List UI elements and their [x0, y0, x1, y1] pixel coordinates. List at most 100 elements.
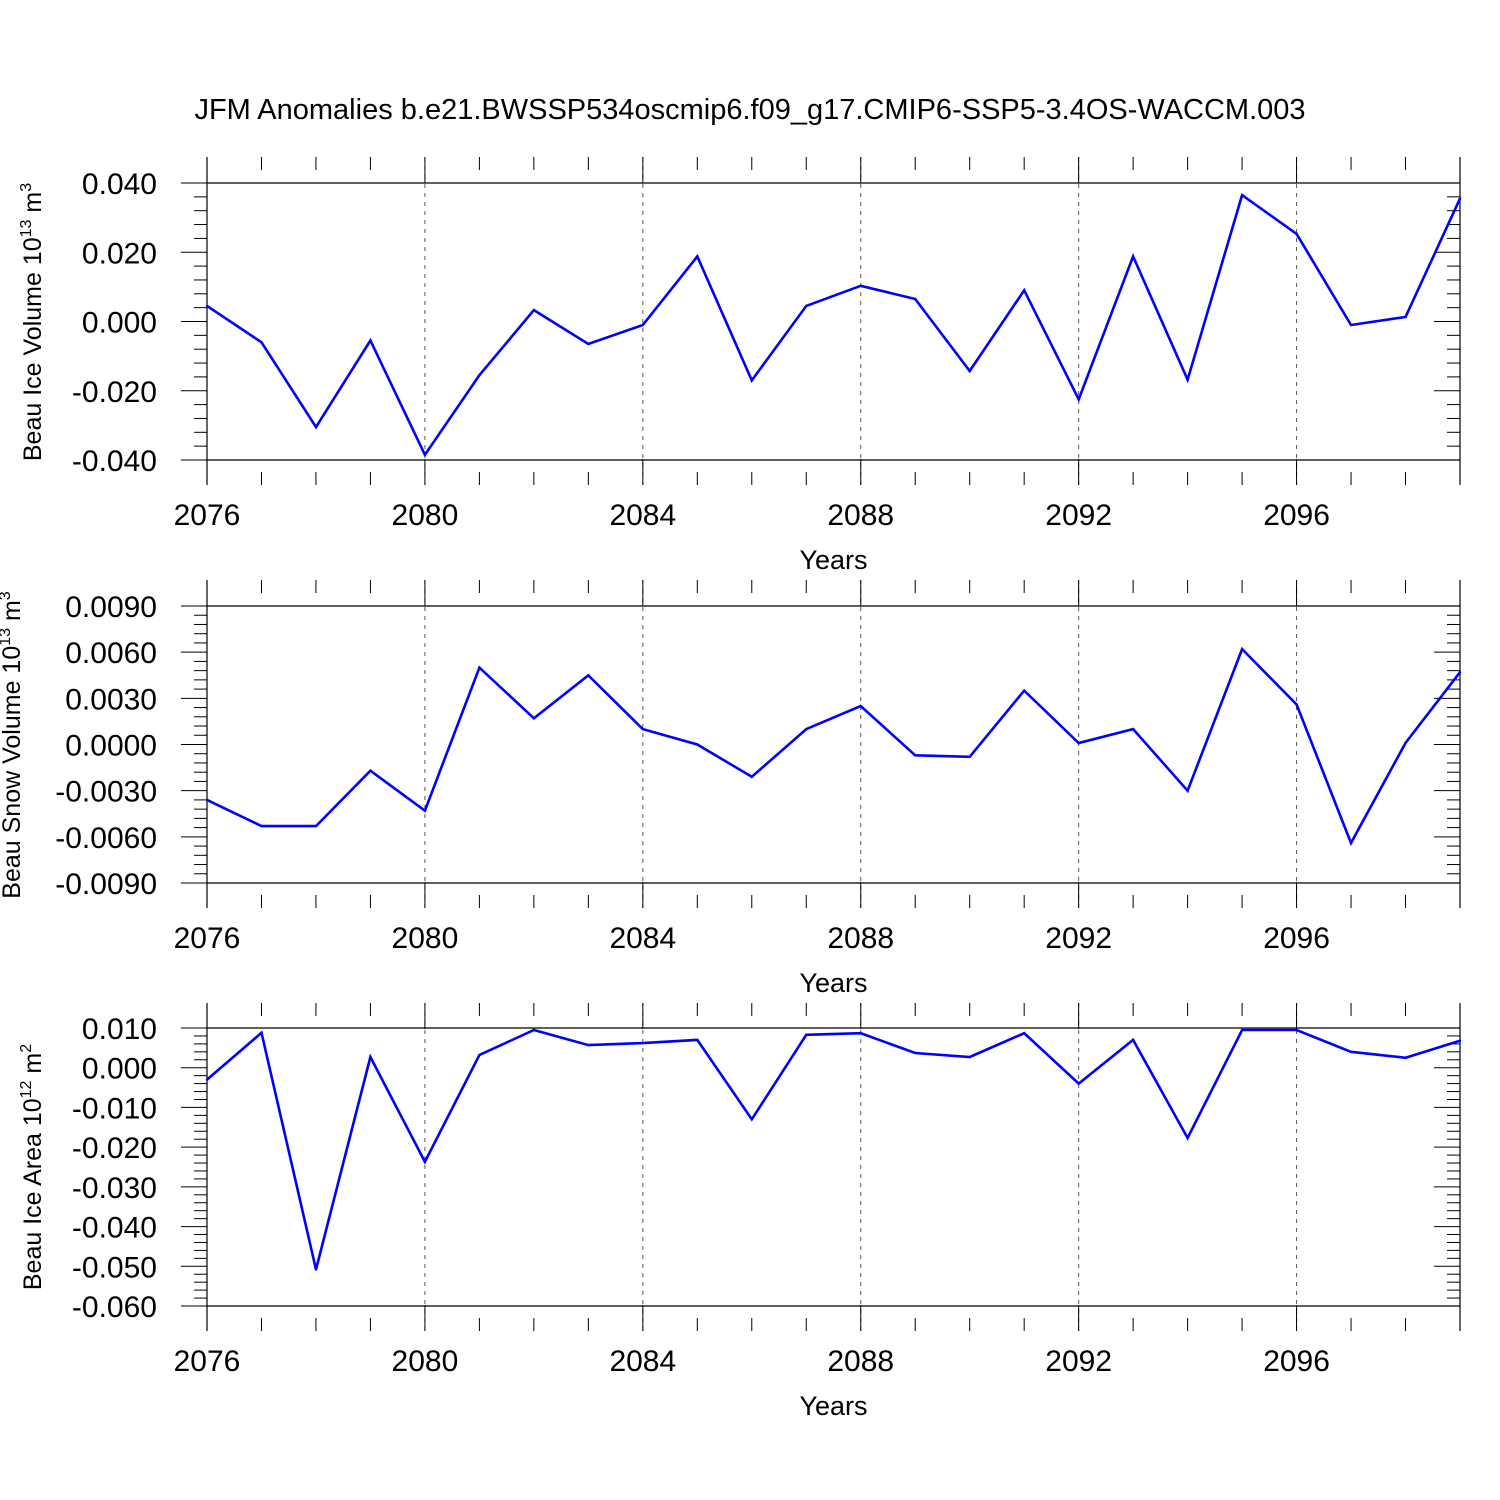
y-tick-label: -0.040 — [72, 1212, 157, 1245]
data-point — [805, 1033, 808, 1036]
data-point — [696, 1038, 699, 1042]
data-point — [1349, 841, 1353, 845]
x-tick-label: 2092 — [1045, 499, 1112, 532]
data-point — [260, 1031, 263, 1034]
y-tick-label: -0.020 — [72, 1132, 157, 1165]
x-tick-label: 2080 — [392, 922, 459, 955]
y-axis-label-exponent: 12 — [18, 1080, 35, 1098]
x-tick-label: 2092 — [1045, 1345, 1112, 1378]
y-axis-label-base: Beau Ice Area 10 — [19, 1098, 47, 1290]
data-point — [1458, 197, 1462, 200]
x-tick-label: 2096 — [1263, 922, 1330, 955]
y-tick-label: -0.030 — [72, 1172, 157, 1205]
data-point — [1077, 741, 1080, 745]
data-point — [314, 1268, 318, 1271]
data-point — [750, 775, 753, 779]
x-tick-label: 2088 — [827, 922, 894, 955]
data-point — [1240, 193, 1244, 197]
x-tick-label: 2088 — [827, 499, 894, 532]
data-point — [914, 1051, 917, 1055]
panel-beau-ice-area: -0.060 -0.050 -0.040 -0.030 -0.020 -0.010 0.00… — [18, 1003, 1462, 1421]
y-tick-label: 0.0030 — [65, 683, 157, 716]
data-point — [1186, 378, 1189, 381]
y-axis-label-unit: m — [0, 600, 26, 628]
data-point — [205, 798, 209, 802]
y-axis-label-base: Beau Ice Volume 10 — [19, 237, 47, 461]
data-point — [532, 308, 536, 312]
x-tick-label: 2096 — [1263, 1345, 1330, 1378]
y-tick-label: -0.060 — [72, 1291, 157, 1324]
y-tick-label: 0.010 — [82, 1013, 157, 1046]
data-point — [641, 323, 645, 327]
y-tick-label: -0.020 — [72, 376, 157, 409]
x-tick-label: 2088 — [827, 1345, 894, 1378]
data-point — [696, 255, 699, 258]
y-axis-label-unit-exponent: 3 — [18, 183, 35, 192]
data-point — [314, 425, 318, 429]
series-line — [206, 192, 1462, 458]
data-point — [532, 1028, 536, 1032]
x-tick-label: 2092 — [1045, 922, 1112, 955]
data-point — [1295, 232, 1298, 236]
data-point — [1240, 647, 1244, 651]
y-axis-label-unit-exponent: 3 — [0, 591, 14, 600]
data-point — [1295, 1028, 1298, 1032]
x-tick-label: 2080 — [392, 499, 459, 532]
data-point — [205, 1078, 209, 1081]
y-axis-label-unit: m — [19, 1053, 47, 1081]
y-axis-label-unit-exponent: 2 — [18, 1044, 35, 1053]
data-point — [1349, 1050, 1353, 1054]
data-point — [1077, 398, 1080, 401]
data-point — [1186, 789, 1189, 792]
x-tick-label: 2084 — [609, 499, 676, 532]
y-axis-label: Beau Ice Volume 1013 m3 — [18, 183, 47, 461]
y-axis-label-exponent: 13 — [0, 628, 14, 646]
data-point — [1458, 670, 1462, 674]
data-point — [859, 704, 862, 708]
data-point — [1295, 703, 1298, 706]
data-point — [1131, 255, 1135, 258]
y-tick-label: -0.0060 — [55, 822, 157, 855]
y-tick-label: -0.010 — [72, 1092, 157, 1125]
data-point — [1404, 741, 1407, 745]
x-axis-label: Years — [799, 1391, 867, 1421]
data-point — [369, 769, 372, 772]
y-axis-label-unit: m — [19, 192, 47, 220]
y-tick-label: -0.040 — [72, 445, 157, 478]
data-point — [369, 339, 372, 342]
data-point — [968, 1055, 971, 1059]
data-point — [423, 453, 427, 457]
data-point — [478, 666, 481, 669]
data-point — [968, 755, 971, 759]
data-point — [1022, 689, 1026, 692]
data-point — [1077, 1082, 1080, 1085]
x-axis-label: Years — [799, 968, 867, 998]
data-point — [859, 1031, 862, 1035]
x-tick-label: 2076 — [174, 1345, 241, 1378]
data-point — [369, 1055, 372, 1059]
data-point — [423, 809, 427, 812]
data-point — [750, 1118, 753, 1121]
data-point — [1186, 1136, 1189, 1140]
x-tick-label: 2096 — [1263, 499, 1330, 532]
data-point — [478, 373, 481, 377]
data-point — [914, 754, 917, 757]
data-point — [314, 824, 318, 828]
x-axis-label: Years — [799, 545, 867, 575]
data-point — [641, 1041, 645, 1045]
y-tick-label: 0.0000 — [65, 730, 157, 763]
x-tick-label: 2076 — [174, 499, 241, 532]
panel-beau-ice-volume: -0.040 -0.020 0.000 0.020 0.040 2076 2080 2084 2… — [18, 157, 1462, 575]
data-point — [587, 1043, 590, 1047]
data-point — [260, 341, 263, 344]
data-point — [1131, 727, 1135, 731]
data-point — [641, 727, 645, 731]
panel-beau-snow-volume: -0.0090 -0.0060 -0.0030 0.0000 0.0030 0.0060 0… — [0, 580, 1462, 998]
y-tick-label: 0.000 — [82, 1053, 157, 1086]
data-point — [914, 297, 917, 301]
y-tick-label: -0.050 — [72, 1251, 157, 1284]
y-tick-label: -0.0030 — [55, 776, 157, 809]
data-point — [260, 824, 263, 828]
data-point — [1404, 315, 1407, 319]
